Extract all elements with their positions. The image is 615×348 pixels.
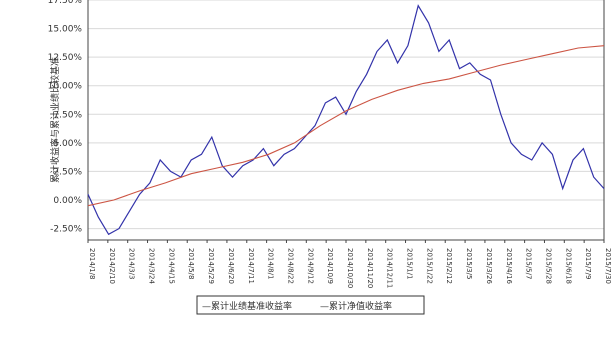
x-tick-label: 2014/7/11 bbox=[247, 248, 255, 284]
x-tick-label: 2014/9/12 bbox=[306, 248, 314, 284]
y-axis-label: 累计收益率与累计业绩比较基准 bbox=[49, 57, 61, 183]
x-tick-label: 2014/11/20 bbox=[366, 248, 374, 288]
grid-layer bbox=[87, 0, 605, 241]
series-line-nav bbox=[87, 4, 605, 236]
x-tick-labels: 2014/1/8 2014/2/10 2014/3/3 2014/3/24 2014/4… bbox=[87, 240, 612, 288]
x-tick-label: 2015/1/1 bbox=[406, 248, 414, 279]
y-tick-label: 7.50% bbox=[53, 110, 82, 120]
legend-box bbox=[196, 295, 425, 315]
y-tick-label: 2.50% bbox=[53, 167, 82, 177]
x-tick-label: 2014/2/10 bbox=[108, 248, 116, 284]
y-tick-label: 15.00% bbox=[48, 25, 83, 35]
x-tick-label: 2014/5/8 bbox=[187, 248, 195, 279]
legend-item-benchmark: —累计业绩基准收益率 bbox=[202, 300, 292, 312]
x-tick-label: 2014/5/29 bbox=[207, 248, 215, 284]
x-tick-label: 2014/8/1 bbox=[267, 248, 275, 279]
legend: —累计业绩基准收益率 —累计净值收益率 bbox=[196, 295, 425, 315]
x-tick-label: 2014/10/30 bbox=[346, 248, 354, 288]
y-tick-label: 5.00% bbox=[53, 139, 82, 149]
x-tick-label: 2015/6/18 bbox=[564, 248, 572, 284]
y-tick-label: 12.50% bbox=[48, 53, 83, 63]
y-tick-label: 0.00% bbox=[53, 196, 82, 206]
x-tick-label: 2015/7/30 bbox=[604, 248, 612, 284]
y-tick-label: 10.00% bbox=[48, 82, 83, 92]
x-tick-label: 2015/5/7 bbox=[525, 248, 533, 279]
x-tick-label: 2015/3/26 bbox=[485, 248, 493, 284]
x-tick-label: 2015/1/22 bbox=[425, 248, 433, 284]
x-tick-label: 2014/8/22 bbox=[286, 248, 294, 284]
x-tick-label: 2015/2/12 bbox=[445, 248, 453, 284]
legend-item-nav: —累计净值收益率 bbox=[320, 300, 392, 312]
x-tick-label: 2015/7/9 bbox=[584, 248, 592, 279]
y-tick-label: 17.50% bbox=[48, 0, 83, 6]
x-tick-label: 2014/3/24 bbox=[148, 248, 156, 284]
x-tick-label: 2014/3/3 bbox=[128, 248, 136, 279]
y-tick-label: -2.50% bbox=[50, 225, 82, 235]
series-layer bbox=[87, 4, 605, 236]
y-tick-labels: 17.50% 15.00% 12.50% 10.00% 7.50% 5.00% 2.50% 0… bbox=[48, 0, 83, 235]
x-tick-label: 2015/5/28 bbox=[544, 248, 552, 284]
x-tick-label: 2014/4/15 bbox=[167, 248, 175, 284]
x-tick-label: 2014/1/8 bbox=[88, 248, 96, 279]
x-tick-label: 2015/4/16 bbox=[505, 248, 513, 284]
series-line-benchmark bbox=[87, 45, 605, 207]
x-tick-label: 2014/6/20 bbox=[227, 248, 235, 284]
x-tick-label: 2015/3/5 bbox=[465, 248, 473, 279]
x-tick-label: 2014/10/9 bbox=[326, 248, 334, 284]
x-tick-label: 2014/12/11 bbox=[386, 248, 394, 288]
